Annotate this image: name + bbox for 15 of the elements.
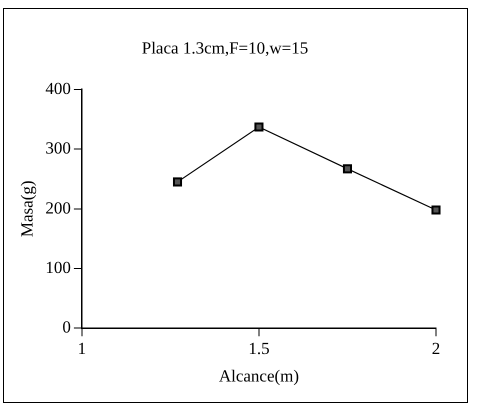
point — [172, 177, 182, 186]
y-tick-label: 200 — [45, 198, 71, 218]
chart-title: Placa 1.3cm,F=10,w=15 — [142, 38, 308, 58]
x-tick-label: 2 — [432, 338, 440, 358]
y-tick-label: 400 — [45, 78, 71, 98]
y-tick-label: 0 — [62, 318, 71, 337]
x-tick-label: 1 — [78, 338, 86, 358]
y-tick-label: 300 — [45, 138, 71, 158]
y-tick-label: 100 — [45, 258, 71, 277]
point — [431, 205, 441, 215]
y-axis-title: Masa(g) — [18, 180, 37, 238]
point — [342, 164, 352, 174]
x-axis-title: Alcance(m) — [218, 366, 300, 386]
point — [254, 122, 264, 132]
x-tick-label: 1.5 — [248, 338, 270, 358]
